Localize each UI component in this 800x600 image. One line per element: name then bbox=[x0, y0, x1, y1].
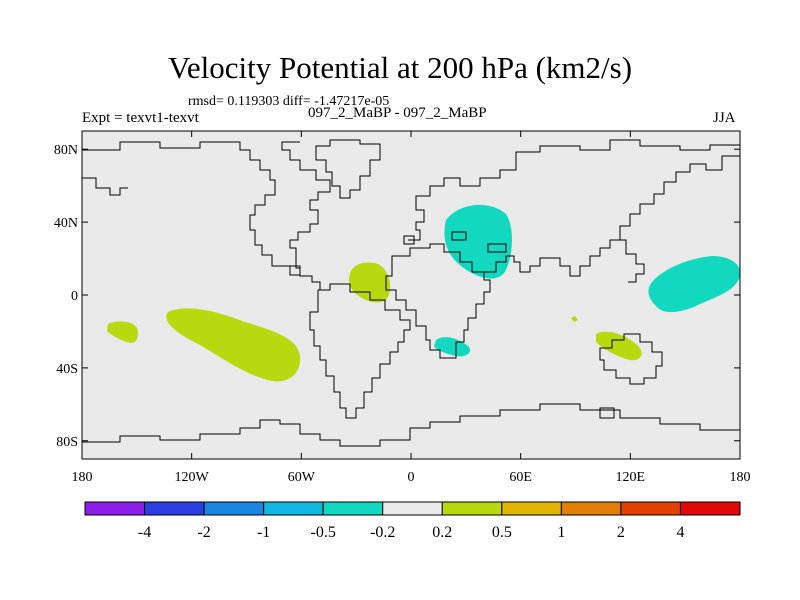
colorbar-swatch bbox=[679, 501, 741, 516]
experiment-label: Expt = texvt1-texvt bbox=[82, 110, 199, 126]
colorbar-label: 0.2 bbox=[432, 524, 452, 541]
colorbar-swatch bbox=[322, 501, 384, 516]
stats-label: rmsd= 0.119303 diff= -1.47217e-05 bbox=[188, 94, 390, 109]
coastline-australia bbox=[599, 333, 663, 385]
lon-tick-label: 120W bbox=[175, 470, 210, 485]
colorbar-swatch bbox=[560, 501, 622, 516]
positive-anomaly-speck bbox=[571, 316, 578, 322]
map-title: Velocity Potential at 200 hPa (km2/s) bbox=[167, 50, 633, 85]
colorbar-swatch bbox=[382, 501, 443, 516]
colorbar-swatch bbox=[84, 501, 146, 516]
colorbar-label: -0.2 bbox=[370, 524, 395, 541]
negative-anomaly-middle-east bbox=[444, 204, 512, 279]
coastline-southeast-asia bbox=[620, 239, 645, 283]
colorbar-label: -4 bbox=[138, 524, 151, 541]
coastline-alaska bbox=[82, 177, 128, 196]
latitude-axis: 80N 40N 0 40S 80S bbox=[54, 143, 740, 450]
longitude-axis: 180 120W 60W 0 60E 120E 180 bbox=[72, 131, 751, 485]
lat-tick-label: 40S bbox=[56, 362, 78, 377]
lat-tick-label: 0 bbox=[71, 289, 78, 304]
lat-tick-label: 40N bbox=[54, 216, 78, 231]
colorbar-label: 2 bbox=[617, 524, 625, 541]
coastline-north-america bbox=[82, 141, 331, 276]
anomaly-regions bbox=[107, 204, 741, 382]
lon-tick-label: 120E bbox=[616, 470, 646, 485]
coastline-central-america bbox=[290, 265, 321, 290]
colorbar-label: 4 bbox=[676, 524, 684, 541]
case-label: 097_2_MaBP - 097_2_MaBP bbox=[308, 105, 487, 121]
coastline-island-2 bbox=[403, 235, 415, 245]
coastlines bbox=[82, 139, 740, 447]
colorbar-swatch bbox=[441, 501, 503, 516]
coastline-europe-asia bbox=[408, 139, 740, 241]
lon-tick-label: 180 bbox=[72, 470, 93, 485]
lon-tick-label: 60W bbox=[288, 470, 316, 485]
colorbar-swatch bbox=[144, 501, 205, 516]
lon-tick-label: 180 bbox=[730, 470, 751, 485]
colorbar-label: -0.5 bbox=[311, 524, 336, 541]
coastline-island-4 bbox=[599, 407, 615, 419]
lat-tick-label: 80S bbox=[56, 435, 78, 450]
lon-tick-label: 60E bbox=[509, 470, 532, 485]
map-background bbox=[82, 131, 740, 459]
colorbar: -4 -2 -1 -0.5 -0.2 0.2 0.5 1 2 4 bbox=[84, 501, 741, 541]
colorbar-label: 1 bbox=[557, 524, 565, 541]
colorbar-label: 0.5 bbox=[492, 524, 512, 541]
positive-anomaly-west-pacific bbox=[107, 321, 139, 344]
season-label: JJA bbox=[713, 110, 736, 126]
coastline-africa bbox=[385, 243, 491, 359]
coastline-greenland bbox=[315, 139, 381, 199]
negative-anomaly-north-pacific bbox=[648, 256, 741, 313]
coastline-island-3 bbox=[487, 243, 507, 253]
colorbar-label: -2 bbox=[197, 524, 210, 541]
colorbar-swatch bbox=[203, 501, 265, 516]
lat-tick-label: 80N bbox=[54, 143, 78, 158]
colorbar-swatch bbox=[263, 501, 324, 516]
colorbar-label: -1 bbox=[257, 524, 270, 541]
coastline-south-america bbox=[309, 283, 411, 419]
colorbar-swatch bbox=[501, 501, 562, 516]
lon-tick-label: 0 bbox=[408, 470, 415, 485]
coastline-island-1 bbox=[451, 231, 467, 241]
positive-anomaly-indonesia bbox=[596, 331, 642, 361]
positive-anomaly-south-pacific bbox=[166, 308, 301, 382]
colorbar-swatch bbox=[620, 501, 681, 516]
coastline-arabia-asia bbox=[484, 155, 740, 277]
